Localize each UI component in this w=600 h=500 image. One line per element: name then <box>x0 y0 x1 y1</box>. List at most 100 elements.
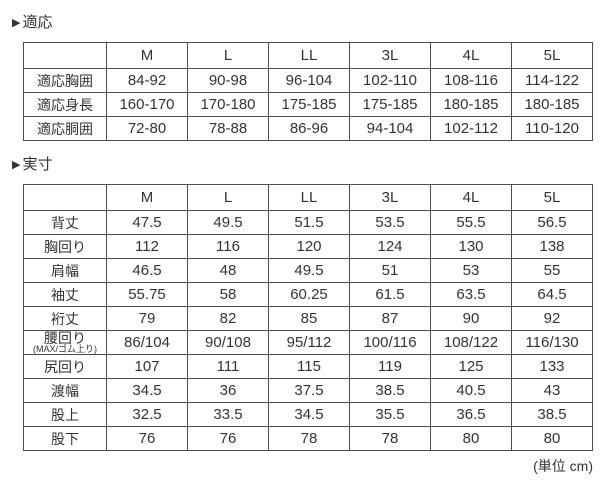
row-label-cell: 適応身長 <box>23 92 107 117</box>
value-cell: 125 <box>430 354 512 379</box>
size-header-LL: LL <box>268 184 350 211</box>
value-cell: 60.25 <box>268 282 350 307</box>
value-cell: 82 <box>187 306 269 331</box>
value-cell: 115 <box>268 354 350 379</box>
value-cell: 130 <box>430 234 512 259</box>
table-row: 腰回り (MAX/ゴム上り) 86/104 90/108 95/112 100/116 10… <box>23 330 593 355</box>
table-row: 股上 32.5 33.5 34.5 35.5 36.5 38.5 <box>23 402 593 427</box>
corner-cell <box>23 184 107 211</box>
value-cell: 94-104 <box>349 116 431 141</box>
value-cell: 102-112 <box>430 116 512 141</box>
value-cell: 111 <box>187 354 269 379</box>
value-cell: 76 <box>106 426 188 451</box>
row-label: 袖丈 <box>51 286 79 303</box>
row-label-cell: 肩幅 <box>23 258 107 283</box>
value-cell: 51 <box>349 258 431 283</box>
table-row: 適応胴囲 72-80 78-88 86-96 94-104 102-112 110-120 <box>23 116 593 141</box>
row-label: 渡幅 <box>51 382 79 399</box>
table-row: 尻回り 107 111 115 119 125 133 <box>23 354 593 379</box>
unit-note: (単位 cm) <box>533 458 593 474</box>
table-row: 適応胸囲 84-92 90-98 96-104 102-110 108-116 114-12… <box>23 68 593 93</box>
table-row: 胸回り 112 116 120 124 130 138 <box>23 234 593 259</box>
size-header-5L: 5L <box>511 42 593 69</box>
table-row: 袖丈 55.75 58 60.25 61.5 63.5 64.5 <box>23 282 593 307</box>
table-row: 裄丈 79 82 85 87 90 92 <box>23 306 593 331</box>
value-cell: 138 <box>511 234 593 259</box>
fit-section-title-text: 適応 <box>22 14 53 31</box>
value-cell: 78-88 <box>187 116 269 141</box>
value-cell: 76 <box>187 426 269 451</box>
row-label: 背丈 <box>51 214 79 231</box>
row-label: 適応身長 <box>37 96 93 113</box>
value-cell: 96-104 <box>268 68 350 93</box>
size-header-4L: 4L <box>430 42 512 69</box>
value-cell: 55.75 <box>106 282 188 307</box>
actual-table-mount: M L LL 3L 4L 5L 背丈 47.5 49.5 51.5 53.5 55.5 56.5 胸回り 1… <box>12 184 600 451</box>
value-cell: 53.5 <box>349 210 431 235</box>
value-cell: 102-110 <box>349 68 431 93</box>
corner-cell <box>23 42 107 69</box>
actual-section-title: ▶ 実寸 <box>12 155 600 175</box>
value-cell: 55.5 <box>430 210 512 235</box>
value-cell: 47.5 <box>106 210 188 235</box>
size-header-M: M <box>106 184 188 211</box>
row-label: 腰回り <box>44 330 86 346</box>
value-cell: 84-92 <box>106 68 188 93</box>
size-header-3L: 3L <box>349 42 431 69</box>
value-cell: 34.5 <box>268 402 350 427</box>
value-cell: 55 <box>511 258 593 283</box>
value-cell: 80 <box>511 426 593 451</box>
value-cell: 53 <box>430 258 512 283</box>
fit-section-title: ▶ 適応 <box>12 13 600 33</box>
value-cell: 37.5 <box>268 378 350 403</box>
value-cell: 33.5 <box>187 402 269 427</box>
row-label-cell: 袖丈 <box>23 282 107 307</box>
size-chart-page: ▶ 適応 M L LL 3L 4L 5L 適応胸囲 84-92 90-98 96-104 102-1… <box>12 13 600 474</box>
value-cell: 72-80 <box>106 116 188 141</box>
value-cell: 48 <box>187 258 269 283</box>
size-header-row: M L LL 3L 4L 5L <box>23 184 593 211</box>
row-sublabel: (MAX/ゴム上り) <box>33 344 97 354</box>
value-cell: 78 <box>268 426 350 451</box>
value-cell: 38.5 <box>349 378 431 403</box>
value-cell: 114-122 <box>511 68 593 93</box>
fit-section: ▶ 適応 M L LL 3L 4L 5L 適応胸囲 84-92 90-98 96-104 102-1… <box>12 13 600 141</box>
value-cell: 170-180 <box>187 92 269 117</box>
value-cell: 86-96 <box>268 116 350 141</box>
value-cell: 110-120 <box>511 116 593 141</box>
value-cell: 133 <box>511 354 593 379</box>
arrow-bullet-icon: ▶ <box>12 159 21 171</box>
value-cell: 90/108 <box>187 330 269 355</box>
value-cell: 36 <box>187 378 269 403</box>
value-cell: 56.5 <box>511 210 593 235</box>
value-cell: 95/112 <box>268 330 350 355</box>
row-label-cell: 裄丈 <box>23 306 107 331</box>
value-cell: 120 <box>268 234 350 259</box>
row-label-cell: 腰回り (MAX/ゴム上り) <box>23 330 107 355</box>
value-cell: 51.5 <box>268 210 350 235</box>
row-label-cell: 渡幅 <box>23 378 107 403</box>
size-header-M: M <box>106 42 188 69</box>
value-cell: 78 <box>349 426 431 451</box>
value-cell: 119 <box>349 354 431 379</box>
row-label: 適応胴囲 <box>37 120 93 137</box>
row-label-cell: 背丈 <box>23 210 107 235</box>
arrow-bullet-icon: ▶ <box>12 17 21 29</box>
value-cell: 90-98 <box>187 68 269 93</box>
value-cell: 116/130 <box>511 330 593 355</box>
value-cell: 87 <box>349 306 431 331</box>
value-cell: 180-185 <box>430 92 512 117</box>
size-header-L: L <box>187 42 269 69</box>
value-cell: 49.5 <box>187 210 269 235</box>
actual-section-title-text: 実寸 <box>22 156 53 173</box>
row-label-cell: 股下 <box>23 426 107 451</box>
table-row: 渡幅 34.5 36 37.5 38.5 40.5 43 <box>23 378 593 403</box>
value-cell: 79 <box>106 306 188 331</box>
value-cell: 80 <box>430 426 512 451</box>
fit-size-table: M L LL 3L 4L 5L 適応胸囲 84-92 90-98 96-104 102-110 108… <box>23 42 593 141</box>
row-label: 適応胸囲 <box>37 72 93 89</box>
value-cell: 100/116 <box>349 330 431 355</box>
value-cell: 108-116 <box>430 68 512 93</box>
value-cell: 64.5 <box>511 282 593 307</box>
table-row: 肩幅 46.5 48 49.5 51 53 55 <box>23 258 593 283</box>
